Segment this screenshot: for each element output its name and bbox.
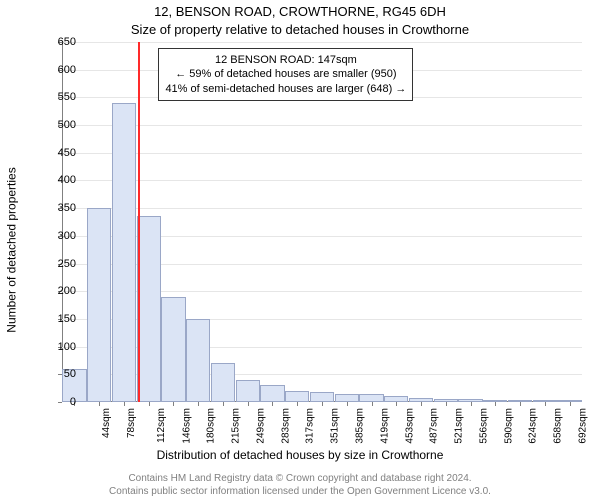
histogram-bar bbox=[310, 392, 334, 402]
histogram-bar bbox=[236, 380, 260, 402]
y-tick-label: 350 bbox=[36, 202, 76, 214]
x-tick-mark bbox=[520, 402, 521, 406]
histogram-bar bbox=[87, 208, 111, 402]
y-tick-label: 600 bbox=[36, 64, 76, 76]
plot-area: 12 BENSON ROAD: 147sqm← 59% of detached … bbox=[62, 42, 582, 402]
histogram-bar bbox=[260, 385, 284, 402]
x-tick-mark bbox=[248, 402, 249, 406]
x-tick-mark bbox=[495, 402, 496, 406]
x-tick-mark bbox=[396, 402, 397, 406]
marker-line bbox=[138, 42, 140, 402]
x-tick-label: 658sqm bbox=[553, 408, 564, 444]
x-tick-label: 590sqm bbox=[503, 408, 514, 444]
x-tick-mark bbox=[471, 402, 472, 406]
x-tick-label: 521sqm bbox=[454, 408, 465, 444]
x-tick-label: 487sqm bbox=[429, 408, 440, 444]
x-tick-mark bbox=[297, 402, 298, 406]
x-tick-mark bbox=[446, 402, 447, 406]
callout-line3: 41% of semi-detached houses are larger (… bbox=[165, 82, 406, 96]
x-tick-mark bbox=[198, 402, 199, 406]
chart-footer: Contains HM Land Registry data © Crown c… bbox=[0, 472, 600, 498]
chart-title-line1: 12, BENSON ROAD, CROWTHORNE, RG45 6DH bbox=[0, 4, 600, 19]
histogram-bar bbox=[161, 297, 185, 402]
x-tick-mark bbox=[149, 402, 150, 406]
callout-line1: 12 BENSON ROAD: 147sqm bbox=[165, 53, 406, 67]
x-tick-mark bbox=[99, 402, 100, 406]
x-tick-label: 249sqm bbox=[256, 408, 267, 444]
histogram-bar bbox=[359, 394, 383, 402]
x-tick-label: 283sqm bbox=[280, 408, 291, 444]
y-axis-label: Number of detached properties bbox=[2, 0, 22, 500]
x-tick-mark bbox=[124, 402, 125, 406]
histogram-bar bbox=[335, 394, 359, 402]
y-tick-label: 0 bbox=[36, 396, 76, 408]
y-tick-label: 550 bbox=[36, 91, 76, 103]
x-tick-label: 556sqm bbox=[478, 408, 489, 444]
x-tick-label: 692sqm bbox=[577, 408, 588, 444]
y-tick-label: 100 bbox=[36, 341, 76, 353]
y-tick-label: 400 bbox=[36, 174, 76, 186]
x-tick-mark bbox=[173, 402, 174, 406]
histogram-bar bbox=[186, 319, 210, 402]
x-tick-label: 419sqm bbox=[379, 408, 390, 444]
x-tick-mark bbox=[322, 402, 323, 406]
x-tick-mark bbox=[570, 402, 571, 406]
histogram-bar bbox=[211, 363, 235, 402]
x-tick-label: 351sqm bbox=[330, 408, 341, 444]
y-tick-label: 50 bbox=[36, 368, 76, 380]
y-tick-label: 150 bbox=[36, 313, 76, 325]
x-tick-label: 78sqm bbox=[126, 408, 137, 438]
x-tick-mark bbox=[372, 402, 373, 406]
y-tick-label: 200 bbox=[36, 285, 76, 297]
y-tick-label: 300 bbox=[36, 230, 76, 242]
y-tick-label: 250 bbox=[36, 258, 76, 270]
callout-line2: ← 59% of detached houses are smaller (95… bbox=[165, 67, 406, 81]
x-tick-label: 112sqm bbox=[156, 408, 167, 443]
chart-title-line2: Size of property relative to detached ho… bbox=[0, 22, 600, 37]
x-tick-mark bbox=[347, 402, 348, 406]
x-axis-label: Distribution of detached houses by size … bbox=[0, 448, 600, 462]
x-tick-label: 180sqm bbox=[206, 408, 217, 444]
x-tick-mark bbox=[545, 402, 546, 406]
x-tick-mark bbox=[272, 402, 273, 406]
y-tick-label: 500 bbox=[36, 119, 76, 131]
y-tick-label: 650 bbox=[36, 36, 76, 48]
x-tick-label: 453sqm bbox=[404, 408, 415, 444]
footer-line1: Contains HM Land Registry data © Crown c… bbox=[0, 472, 600, 485]
x-tick-mark bbox=[223, 402, 224, 406]
x-tick-label: 44sqm bbox=[101, 408, 112, 438]
x-tick-label: 215sqm bbox=[231, 408, 242, 444]
x-tick-label: 624sqm bbox=[528, 408, 539, 444]
x-tick-label: 385sqm bbox=[355, 408, 366, 444]
footer-line2: Contains public sector information licen… bbox=[0, 485, 600, 498]
histogram-bar bbox=[285, 391, 309, 402]
callout-box: 12 BENSON ROAD: 147sqm← 59% of detached … bbox=[158, 48, 413, 101]
x-tick-mark bbox=[421, 402, 422, 406]
x-tick-label: 146sqm bbox=[181, 408, 192, 444]
x-tick-label: 317sqm bbox=[305, 408, 316, 444]
histogram-bar bbox=[112, 103, 136, 402]
y-tick-label: 450 bbox=[36, 147, 76, 159]
